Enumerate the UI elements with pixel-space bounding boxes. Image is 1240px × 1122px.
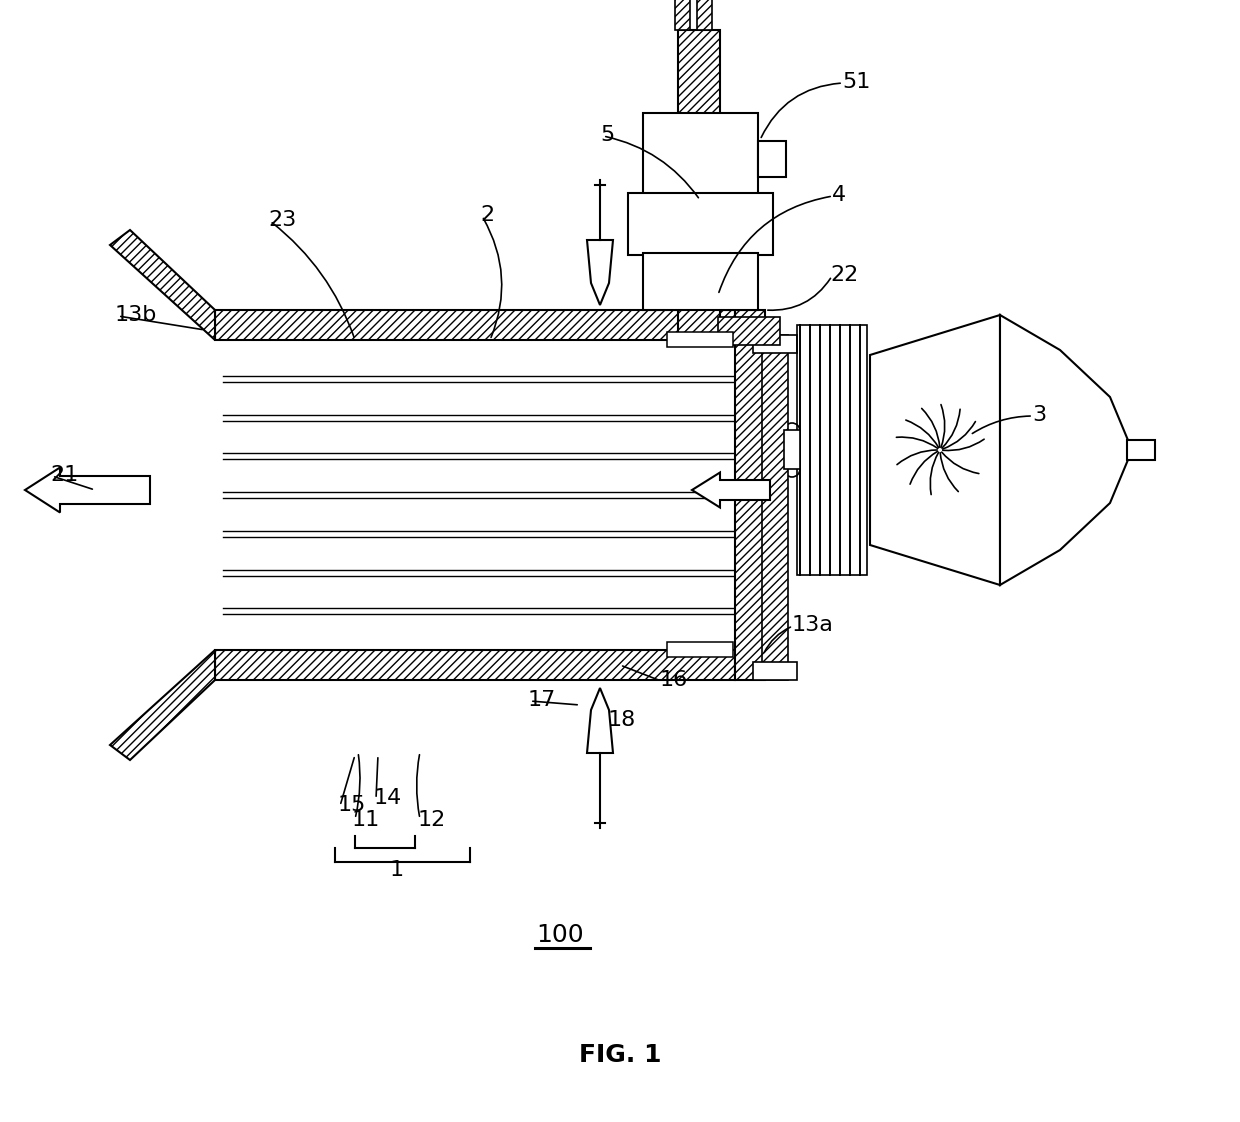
Text: 100: 100 — [536, 923, 584, 947]
Text: 17: 17 — [528, 690, 557, 710]
Bar — [644, 113, 758, 195]
Text: 13a: 13a — [792, 615, 833, 635]
Bar — [718, 318, 780, 344]
Bar — [667, 332, 733, 347]
Polygon shape — [999, 315, 1130, 585]
Bar — [784, 430, 800, 469]
Bar — [1127, 440, 1154, 460]
Text: 22: 22 — [830, 265, 858, 285]
Text: 15: 15 — [339, 795, 366, 815]
FancyArrow shape — [25, 468, 150, 513]
Polygon shape — [587, 240, 613, 305]
Bar — [644, 252, 758, 310]
Bar — [215, 650, 735, 680]
Bar — [678, 30, 720, 340]
Polygon shape — [110, 230, 215, 340]
Bar — [797, 325, 867, 574]
Text: 13b: 13b — [115, 305, 157, 325]
Bar — [215, 310, 735, 340]
Bar — [697, 0, 712, 30]
Text: 21: 21 — [50, 465, 78, 485]
Text: 14: 14 — [374, 788, 402, 808]
Text: 18: 18 — [608, 710, 636, 730]
Polygon shape — [870, 315, 999, 585]
Text: 4: 4 — [832, 185, 846, 205]
Bar — [735, 310, 765, 680]
Text: 16: 16 — [660, 670, 688, 690]
Text: 1: 1 — [391, 859, 404, 880]
Text: FIG. 1: FIG. 1 — [579, 1043, 661, 1067]
Text: 11: 11 — [352, 810, 381, 830]
Bar — [758, 141, 786, 177]
Text: 5: 5 — [600, 125, 614, 145]
Bar — [753, 662, 797, 680]
Text: 23: 23 — [268, 210, 296, 230]
Bar — [675, 0, 689, 30]
Bar — [753, 335, 797, 353]
Bar — [667, 642, 733, 657]
Text: 2: 2 — [480, 205, 494, 226]
Polygon shape — [587, 688, 613, 753]
Polygon shape — [110, 650, 215, 760]
Bar — [627, 193, 773, 255]
Text: 3: 3 — [1032, 405, 1047, 425]
Text: 12: 12 — [418, 810, 446, 830]
Text: 51: 51 — [842, 72, 870, 92]
Bar — [763, 335, 787, 680]
FancyArrow shape — [692, 472, 770, 507]
